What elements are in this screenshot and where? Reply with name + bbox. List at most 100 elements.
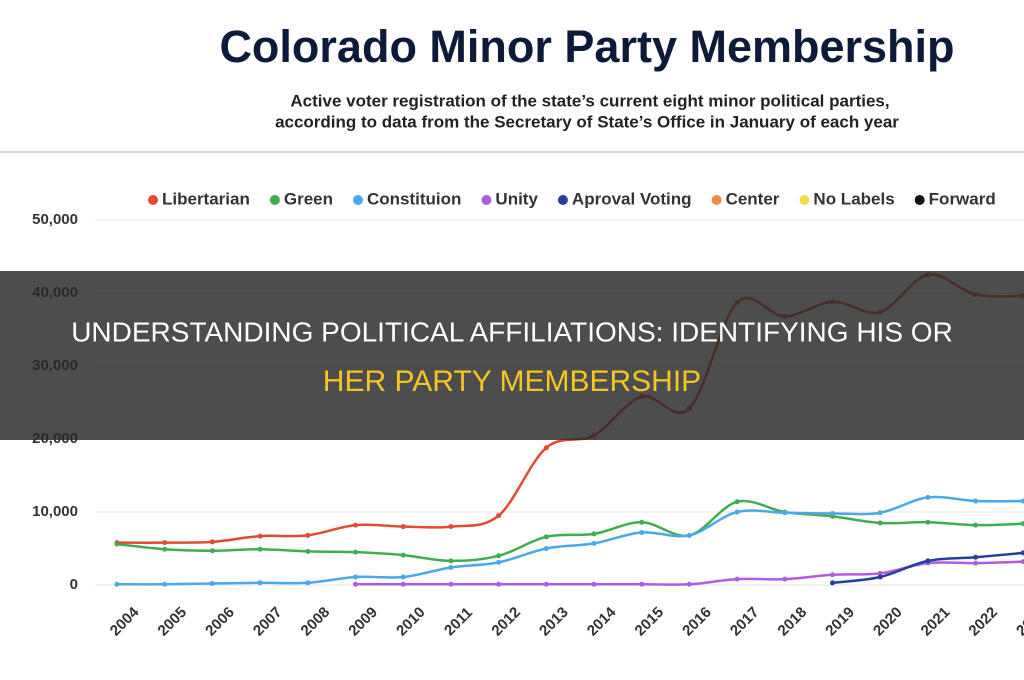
chart-subtitle: according to data from the Secretary of … (275, 112, 899, 131)
data-point (209, 539, 215, 545)
data-point (591, 540, 597, 546)
x-tick-label: 2005 (155, 604, 191, 640)
data-point (973, 560, 979, 566)
data-point (686, 532, 692, 538)
data-point (448, 581, 454, 587)
data-point (1020, 521, 1024, 527)
data-point (448, 564, 454, 570)
data-point (734, 576, 740, 582)
legend-marker (799, 195, 810, 205)
legend-label: No Labels (813, 189, 894, 208)
x-tick-label: 2017 (727, 604, 763, 640)
data-point (400, 552, 406, 558)
data-point (305, 580, 311, 586)
data-point (353, 581, 358, 587)
data-point (496, 513, 502, 519)
data-point (400, 574, 406, 580)
data-point (877, 520, 883, 526)
data-point (496, 553, 502, 559)
data-point (114, 581, 120, 587)
x-tick-label: 2018 (775, 604, 811, 640)
data-point (305, 548, 311, 554)
data-point (448, 524, 454, 530)
data-point (1020, 550, 1024, 556)
data-point (543, 534, 549, 540)
data-point (925, 558, 931, 564)
legend-marker (914, 195, 925, 205)
data-point (639, 519, 645, 525)
data-point (162, 540, 168, 546)
legend-label: Green (284, 189, 333, 208)
data-point (686, 581, 692, 587)
x-tick-label: 2015 (632, 604, 668, 640)
x-tick-label: 2007 (250, 604, 286, 640)
data-point (114, 541, 120, 547)
data-point (830, 572, 835, 578)
chart-subtitle: Active voter registration of the state’s… (290, 91, 889, 110)
data-point (639, 581, 645, 587)
divider (0, 151, 1024, 153)
data-point (496, 581, 502, 587)
y-tick-label: 10,000 (32, 503, 78, 520)
data-point (448, 558, 454, 564)
data-point (973, 554, 979, 560)
x-tick-label: 2010 (393, 604, 429, 640)
legend: Libertarian Green Constituion Unity Aproval … (148, 189, 996, 208)
data-point (877, 510, 883, 516)
data-point (543, 581, 549, 587)
data-point (353, 522, 358, 528)
legend-marker (557, 195, 568, 205)
data-point (209, 581, 215, 587)
data-point (353, 574, 358, 580)
x-tick-label: 2012 (488, 604, 524, 640)
data-point (257, 533, 263, 539)
data-point (830, 580, 835, 586)
data-point (400, 581, 406, 587)
data-point (162, 546, 168, 552)
y-tick-label: 0 (70, 576, 78, 593)
chart-title: Colorado Minor Party Membership (219, 21, 954, 72)
data-point (925, 519, 931, 525)
data-point (734, 509, 740, 515)
x-tick-label: 2022 (965, 604, 1001, 640)
legend-marker (353, 195, 363, 205)
data-point (973, 522, 979, 528)
x-tick-label: 2019 (822, 604, 858, 640)
data-point (496, 559, 502, 565)
data-point (543, 445, 549, 451)
series-line (116, 499, 1024, 563)
data-point (1020, 559, 1024, 565)
data-point (305, 532, 311, 538)
legend-label: Libertarian (162, 189, 250, 208)
legend-marker (269, 195, 280, 205)
data-point (400, 524, 406, 530)
series-line (116, 495, 1024, 586)
data-point (591, 581, 597, 587)
data-point (543, 546, 549, 551)
x-tick-label: 2023 (1013, 604, 1024, 640)
data-point (257, 580, 263, 586)
x-tick-label: 2013 (536, 604, 572, 640)
x-tick-label: 2016 (679, 604, 715, 640)
data-point (353, 549, 358, 555)
legend-label: Center (726, 189, 780, 208)
legend-label: Unity (495, 189, 538, 208)
series-line (832, 551, 1024, 585)
x-tick-label: 2006 (202, 604, 238, 640)
data-point (591, 531, 597, 537)
data-point (973, 498, 979, 504)
x-tick-label: 2021 (918, 604, 954, 640)
x-tick-label: 2004 (107, 603, 143, 639)
legend-label: Forward (929, 189, 996, 208)
x-tick-label: 2009 (345, 604, 381, 640)
y-tick-label: 50,000 (32, 211, 78, 228)
x-tick-label: 2014 (584, 603, 620, 639)
banner (0, 271, 1024, 440)
legend-marker (148, 195, 158, 205)
data-point (734, 499, 740, 505)
data-point (162, 581, 168, 587)
data-point (925, 494, 931, 500)
legend-marker (711, 195, 722, 205)
